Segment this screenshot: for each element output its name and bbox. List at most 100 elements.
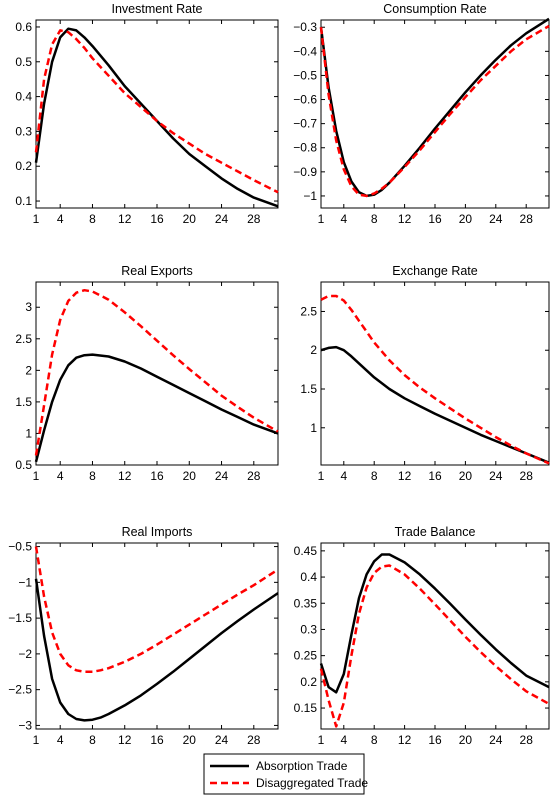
x-tick-label: 16 [150, 733, 164, 747]
x-tick-label: 28 [247, 733, 261, 747]
y-tick-label: −0.5 [8, 540, 32, 554]
y-tick-label: 0.2 [15, 159, 32, 173]
series-line-disaggregated [34, 29, 279, 194]
x-tick-label: 4 [340, 212, 347, 226]
x-tick-label: 12 [118, 733, 132, 747]
y-tick-label: 3 [25, 300, 32, 314]
x-tick-label: 28 [520, 212, 534, 226]
x-tick-label: 20 [459, 212, 473, 226]
x-tick-label: 16 [428, 733, 442, 747]
x-tick-label: 16 [150, 469, 164, 483]
y-tick-label: −1.5 [8, 611, 32, 625]
x-tick-label: 28 [520, 733, 534, 747]
x-tick-label: 12 [398, 212, 412, 226]
x-tick-label: 20 [459, 469, 473, 483]
plot-area [320, 281, 550, 466]
y-tick-label: −2.5 [8, 683, 32, 697]
x-tick-label: 24 [489, 733, 503, 747]
x-tick-label: 24 [489, 212, 503, 226]
x-tick-label: 4 [57, 212, 64, 226]
x-tick-label: 20 [183, 212, 197, 226]
y-tick-label: −1 [18, 575, 32, 589]
series-line-disaggregated [320, 294, 550, 465]
x-tick-label: 12 [398, 469, 412, 483]
x-tick-label: 28 [520, 469, 534, 483]
x-tick-label: 20 [459, 733, 473, 747]
x-tick-label: 8 [371, 469, 378, 483]
x-tick-label: 8 [371, 733, 378, 747]
x-tick-label: 20 [183, 469, 197, 483]
y-tick-label: 2 [310, 343, 317, 357]
series-line-disaggregated [34, 288, 279, 456]
series-line-absorption [34, 27, 279, 208]
x-tick-label: 4 [57, 469, 64, 483]
x-tick-label: 1 [318, 469, 325, 483]
y-tick-label: 0.45 [294, 544, 318, 558]
x-tick-label: 24 [489, 469, 503, 483]
x-tick-label: 16 [150, 212, 164, 226]
y-tick-label: 0.35 [294, 596, 318, 610]
chart-panel-2: Consumption Rate 1 4 8 12 16 20 24 28 −1 −0.9 −0.8 −… [293, 2, 550, 226]
x-tick-label: 12 [118, 212, 132, 226]
chart-panel-1: Investment Rate 1 4 8 12 16 20 24 28 0.1 0.2 0.3 0.4… [15, 2, 279, 226]
y-tick-label: 2.5 [15, 332, 32, 346]
plot-area [320, 19, 550, 209]
panel-title: Real Exports [121, 264, 193, 278]
legend-label-absorption: Absorption Trade [256, 759, 348, 773]
y-tick-label: −0.7 [293, 117, 317, 131]
plot-area [35, 542, 279, 730]
y-tick-label: 0.15 [294, 701, 318, 715]
y-tick-label: 2 [25, 363, 32, 377]
series-line-absorption [319, 553, 550, 694]
y-tick-label: −0.5 [293, 68, 317, 82]
y-tick-label: 0.3 [300, 622, 317, 636]
panel-title: Real Imports [122, 525, 193, 539]
x-tick-label: 4 [57, 733, 64, 747]
series-line-disaggregated [319, 24, 550, 198]
chart-panel-6: Trade Balance 1 4 8 12 16 20 24 28 0.15 0.2 0.25 0.3… [294, 525, 550, 747]
y-tick-label: 0.5 [15, 458, 32, 472]
chart-panel-4: Exchange Rate 1 4 8 12 16 20 24 28 1 1.5 2 2.5 [300, 264, 550, 483]
panel-title: Trade Balance [395, 525, 476, 539]
series-line-absorption [34, 353, 279, 463]
y-tick-label: 0.25 [294, 649, 318, 663]
y-tick-label: 0.2 [300, 675, 317, 689]
series-line-disaggregated [34, 546, 279, 674]
x-tick-label: 1 [33, 469, 40, 483]
x-tick-label: 12 [398, 733, 412, 747]
x-tick-label: 1 [318, 212, 325, 226]
x-tick-label: 1 [33, 733, 40, 747]
legend-label-disaggregated: Disaggregated Trade [256, 776, 368, 790]
y-tick-label: 2.5 [300, 304, 317, 318]
y-tick-label: −2 [18, 647, 32, 661]
y-tick-label: 1 [310, 421, 317, 435]
y-tick-label: −0.4 [293, 44, 317, 58]
y-tick-label: −3 [18, 718, 32, 732]
x-tick-label: 8 [89, 212, 96, 226]
x-tick-label: 12 [118, 469, 132, 483]
series-line-disaggregated [319, 564, 550, 728]
x-tick-label: 20 [183, 733, 197, 747]
x-tick-label: 8 [89, 469, 96, 483]
x-tick-label: 24 [215, 469, 229, 483]
y-tick-label: 0.6 [15, 20, 32, 34]
plot-area [320, 542, 550, 730]
y-tick-label: 0.5 [15, 55, 32, 69]
legend-box [203, 753, 365, 795]
x-tick-label: 1 [33, 212, 40, 226]
series-line-absorption [34, 578, 279, 722]
x-tick-label: 1 [318, 733, 325, 747]
y-tick-label: −1 [303, 189, 317, 203]
y-tick-label: 0.1 [15, 194, 32, 208]
y-tick-label: −0.8 [293, 141, 317, 155]
y-tick-label: 1.5 [300, 382, 317, 396]
y-tick-label: 1 [25, 426, 32, 440]
y-tick-label: 1.5 [15, 395, 32, 409]
series-line-absorption [319, 17, 550, 198]
y-tick-label: 0.4 [15, 90, 32, 104]
x-tick-label: 8 [371, 212, 378, 226]
chart-panel-5: Real Imports 1 4 8 12 16 20 24 28 −3 −2.5 −2 −1.5 −1 −… [8, 525, 279, 747]
y-tick-label: −0.6 [293, 93, 317, 107]
